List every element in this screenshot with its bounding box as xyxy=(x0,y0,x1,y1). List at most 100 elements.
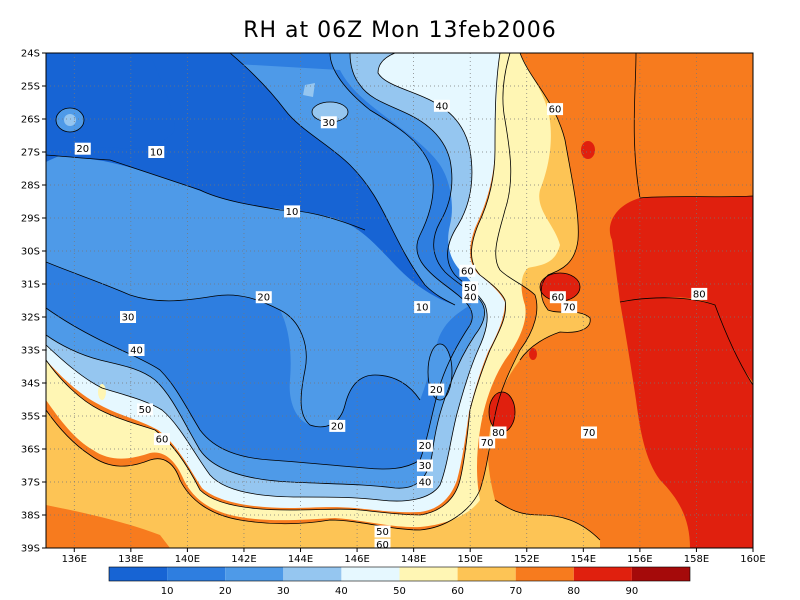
contour-label-text: 60 xyxy=(461,266,474,277)
contour-label: 40 xyxy=(128,344,145,357)
contour-label: 20 xyxy=(329,419,346,432)
contour-label-text: 70 xyxy=(481,438,494,449)
contour-label: 60 xyxy=(374,538,391,551)
contour-label-text: 40 xyxy=(419,478,432,489)
lat-tick-label: 39S xyxy=(21,544,40,555)
contour-label-box xyxy=(148,146,165,158)
lon-tick-label: 150E xyxy=(457,554,482,565)
contour-label: 70 xyxy=(479,436,496,449)
colorbar-label: 10 xyxy=(161,586,174,597)
lat-tick-label: 35S xyxy=(21,412,40,423)
contour-label-text: 60 xyxy=(549,105,562,116)
contour-label-box xyxy=(136,403,153,416)
lat-tick-label: 32S xyxy=(21,313,40,324)
colorbar-frame xyxy=(108,566,691,582)
contour-label: 50 xyxy=(462,281,479,294)
rh-band-80-90-east-lower xyxy=(620,297,753,548)
contour-label-box xyxy=(416,476,433,488)
contour-label: 40 xyxy=(416,476,433,489)
colorbar-label: 30 xyxy=(277,586,290,597)
contour-label: 40 xyxy=(433,99,450,112)
lat-tick-label: 24S xyxy=(21,49,40,60)
lat-tick-label: 38S xyxy=(21,511,40,522)
rh-band-10-20 xyxy=(46,53,476,470)
contour-line-60 xyxy=(46,53,507,516)
contour-label-text: 30 xyxy=(322,118,335,129)
colorbar-swatch xyxy=(341,567,400,581)
contour-label-box xyxy=(580,426,597,439)
contour-label-box xyxy=(120,311,137,323)
contour-label-box xyxy=(374,538,391,548)
contour-label: 50 xyxy=(136,403,153,416)
colorbar-swatch xyxy=(573,567,632,581)
colorbar-label: 70 xyxy=(509,586,522,597)
colorbar: 10 20 30 40 50 60 70 80 90 xyxy=(108,566,691,597)
colorbar-swatch xyxy=(109,567,168,581)
contour-label-text: 50 xyxy=(376,527,389,538)
colorbar-swatch xyxy=(631,567,690,581)
plot-frame xyxy=(45,52,754,549)
contour-label-text: 20 xyxy=(430,385,443,396)
lon-tick-label: 138E xyxy=(118,554,143,565)
lat-tick-label: 33S xyxy=(21,346,40,357)
contour-label-text: 30 xyxy=(122,313,135,324)
contour-label-text: 10 xyxy=(416,303,429,314)
contour-label-text: 40 xyxy=(130,346,143,357)
contour-label-box xyxy=(490,426,507,439)
contour-label: 60 xyxy=(459,264,476,277)
contour-label: 80 xyxy=(490,426,507,439)
rh-band-20-30-pocket xyxy=(280,310,310,425)
contour-line-30 xyxy=(46,53,473,470)
lat-tick-label: 25S xyxy=(21,82,40,93)
rh-blob-80-27s xyxy=(581,141,595,159)
contour-label-box xyxy=(153,433,170,446)
contour-label-box xyxy=(462,281,479,294)
rh-blob-30-26s-inner xyxy=(64,114,76,126)
contour-label-text: 80 xyxy=(693,289,706,300)
rh-blob-10-28s xyxy=(272,184,300,196)
contour-label: 20 xyxy=(255,291,272,304)
contour-label-box xyxy=(128,344,145,356)
contour-label-text: 50 xyxy=(139,405,152,416)
lon-tick-label: 160E xyxy=(740,554,765,565)
contour-label-text: 60 xyxy=(156,435,169,446)
contour-line-50 xyxy=(46,53,488,502)
contour-label-box xyxy=(691,287,708,300)
contour-lines xyxy=(46,53,753,541)
colorbar-label: 40 xyxy=(335,586,348,597)
lon-tick-label: 156E xyxy=(627,554,652,565)
rh-blob-40-34s xyxy=(98,384,106,400)
rh-blob-80-33s xyxy=(529,348,537,360)
lat-tick-label: 29S xyxy=(21,214,40,225)
contour-label-text: 70 xyxy=(563,303,576,314)
contour-label-text: 10 xyxy=(150,148,163,159)
rh-band-80-90-east xyxy=(609,53,753,382)
lat-tick-label: 34S xyxy=(21,379,40,390)
contour-line-70-east xyxy=(519,53,591,361)
contour-line-10-west xyxy=(46,154,366,231)
contour-line-80-lower xyxy=(619,297,753,386)
contour-label-text: 20 xyxy=(331,421,344,432)
lon-tick-label: 148E xyxy=(401,554,426,565)
contour-label-text: 60 xyxy=(552,293,565,304)
contour-label: 30 xyxy=(120,311,137,324)
lon-tick-label: 142E xyxy=(231,554,256,565)
contour-label-box xyxy=(416,459,433,472)
lat-tick-label: 28S xyxy=(21,181,40,192)
contour-label-text: 60 xyxy=(376,540,389,551)
lat-tick-label: 31S xyxy=(21,280,40,291)
contour-label-box xyxy=(549,291,566,304)
lon-tick-label: 154E xyxy=(571,554,596,565)
rh-band-40-50 xyxy=(46,53,505,513)
rh-band-70-80-south xyxy=(46,505,170,548)
contour-blob-26s-west xyxy=(55,107,85,133)
lat-tick-label: 36S xyxy=(21,445,40,456)
contour-label: 70 xyxy=(561,301,578,314)
latitude-axis: 24S 25S 26S 27S 28S 29S 30S 31S 32S 33S 34S 35S 36S 3… xyxy=(21,49,46,555)
rh-fill-layers: 1010102020202020303030404040405050506060… xyxy=(46,53,753,551)
contour-blob-34s xyxy=(427,343,453,401)
contour-label: 60 xyxy=(547,103,564,116)
lat-tick-label: 27S xyxy=(21,148,40,159)
contour-line-20 xyxy=(46,261,421,428)
contour-label-text: 20 xyxy=(257,293,270,304)
